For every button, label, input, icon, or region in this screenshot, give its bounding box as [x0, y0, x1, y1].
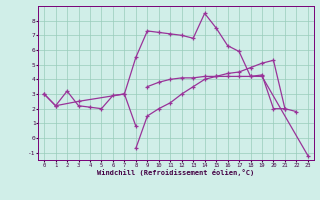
X-axis label: Windchill (Refroidissement éolien,°C): Windchill (Refroidissement éolien,°C) — [97, 169, 255, 176]
